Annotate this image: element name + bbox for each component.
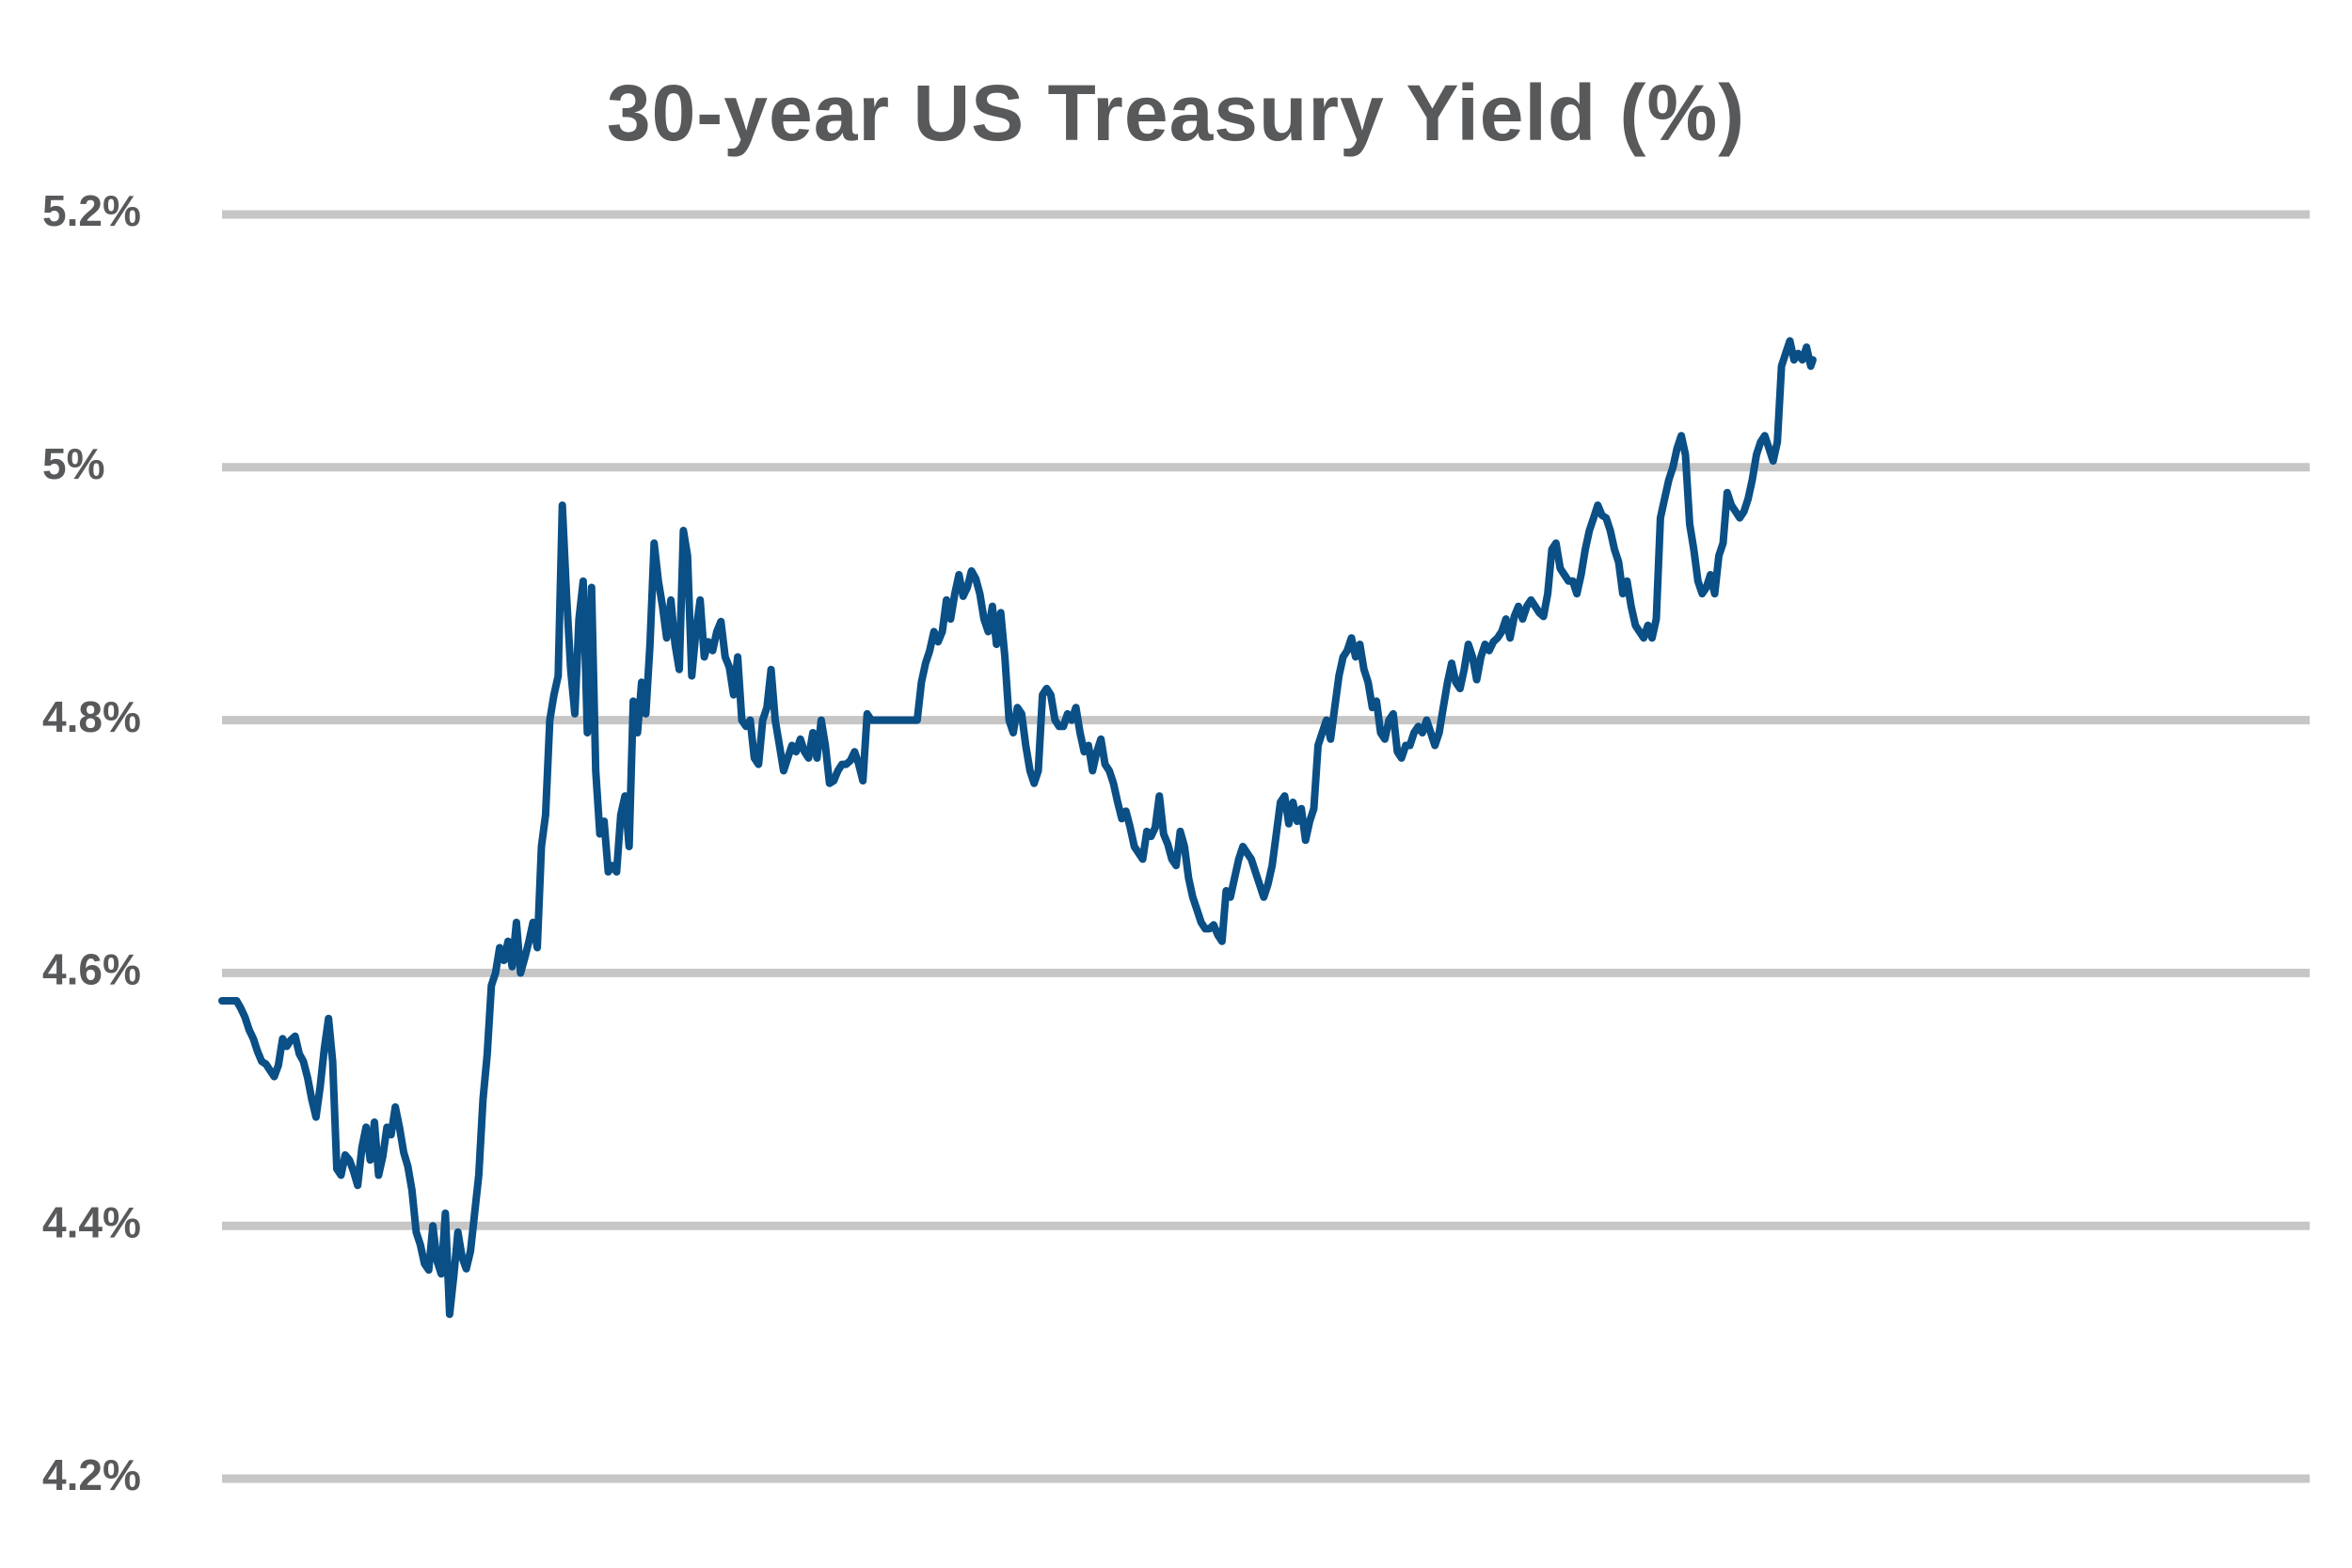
gridlines (222, 210, 2310, 1483)
y-tick-label: 5% (42, 439, 104, 488)
y-tick-label: 4.4% (42, 1197, 141, 1246)
y-tick-label: 5.2% (42, 186, 141, 235)
y-tick-label: 4.8% (42, 692, 141, 741)
y-tick-label: 4.2% (42, 1450, 141, 1499)
y-axis-tick-labels: 5.2% 5% 4.8% 4.6% 4.4% 4.2% (42, 186, 141, 1499)
yield-series-line (218, 337, 1817, 1319)
series-lines (218, 337, 1817, 1319)
chart-title: 30-year US Treasury Yield (%) (606, 69, 1746, 157)
y-tick-label: 4.6% (42, 945, 141, 994)
